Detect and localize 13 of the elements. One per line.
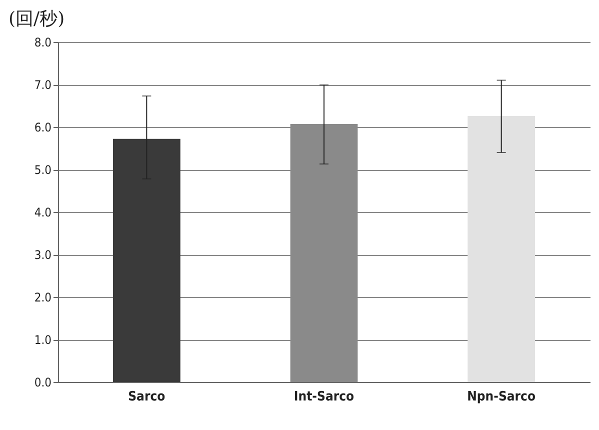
- y-axis-title: (回/秒): [8, 8, 65, 30]
- y-tick-label: 8.0: [34, 36, 52, 50]
- y-tick-label: 4.0: [34, 206, 52, 220]
- x-tick-label: Sarco: [128, 390, 166, 404]
- y-tick-label: 6.0: [34, 120, 52, 134]
- x-tick-label: Npn-Sarco: [467, 390, 536, 404]
- y-tick-label: 0.0: [34, 376, 52, 390]
- x-tick-label: Int-Sarco: [294, 390, 354, 404]
- y-tick-label: 7.0: [34, 78, 52, 92]
- y-tick-label: 3.0: [34, 248, 52, 262]
- y-tick-label: 2.0: [34, 290, 52, 304]
- y-tick-label: 1.0: [34, 333, 52, 347]
- y-tick-label: 5.0: [34, 163, 52, 177]
